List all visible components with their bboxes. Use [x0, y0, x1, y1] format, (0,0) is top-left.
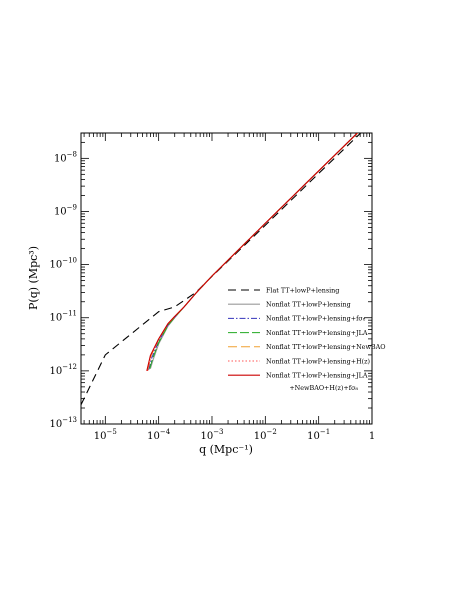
legend-label-3: Nonflat TT+lowP+lensing+fσ₈ — [266, 315, 366, 323]
x-axis-title: q (Mpc⁻¹) — [199, 443, 253, 456]
y-tick-label: 10−12 — [49, 363, 77, 377]
legend-label-continuation: +NewBAO+H(z)+fσ₈ — [289, 384, 358, 392]
x-tick-label: 10−5 — [94, 428, 117, 442]
x-tick-label: 10−3 — [200, 428, 223, 442]
legend: Flat TT+lowP+lensing Nonflat TT+lowP+lens… — [228, 286, 385, 392]
series-line-7 — [146, 133, 359, 371]
x-tick-label: 10−1 — [307, 428, 330, 442]
x-tick-label: 1 — [369, 431, 375, 442]
legend-label-5: Nonflat TT+lowP+lensing+NewBAO — [266, 343, 385, 351]
axis-ticks — [81, 132, 373, 425]
y-axis-title: P(q) (Mpc³) — [27, 246, 40, 310]
y-tick-label: 10−9 — [54, 203, 77, 217]
series-line-1 — [81, 133, 362, 406]
legend-label-6: Nonflat TT+lowP+lensing+H(z) — [266, 357, 370, 365]
legend-label-7: Nonflat TT+lowP+lensing+JLA — [266, 372, 368, 380]
legend-label-1: Flat TT+lowP+lensing — [266, 286, 339, 294]
x-tick-label: 10−4 — [147, 428, 171, 442]
data-series — [81, 133, 362, 406]
y-tick-label: 10−11 — [49, 310, 77, 324]
legend-label-2: Nonflat TT+lowP+lensing — [266, 301, 351, 309]
y-tick-label: 10−10 — [49, 257, 77, 271]
x-tick-label: 10−2 — [254, 428, 277, 442]
legend-label-4: Nonflat TT+lowP+lensing+JLA — [266, 329, 368, 337]
y-tick-label: 10−8 — [54, 150, 77, 164]
plot-frame — [80, 132, 373, 425]
y-tick-label: 10−13 — [49, 416, 77, 430]
axis-tick-labels: 10−5 10−4 10−3 10−2 10−1 110−1310−1210−1110−1… — [49, 150, 375, 442]
